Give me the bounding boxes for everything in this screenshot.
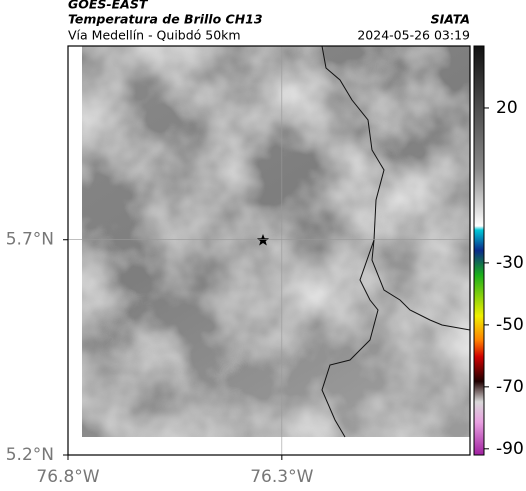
title: GOES-EAST (68, 0, 149, 12)
y-tick-label: 5.7°N (6, 230, 54, 250)
colorbar-tick-label: -50 (496, 315, 524, 335)
route: Vía Medellín - Quibdó 50km (68, 28, 241, 43)
colorbar-tick-label: 20 (496, 98, 518, 118)
satellite-image (82, 46, 470, 437)
border-line (321, 45, 471, 331)
border-line (321, 239, 379, 438)
source: SIATA (431, 12, 470, 27)
colorbar-tick-label: -30 (496, 253, 524, 273)
colorbar-tick-label: -70 (496, 377, 524, 397)
colorbar-tick-label: -90 (496, 439, 524, 459)
datetime: 2024-05-26 03:19 (357, 28, 470, 43)
colorbar (473, 45, 485, 456)
map-frame (67, 45, 471, 456)
axes: 76.8°W 76.3°W 5.2°N 5.7°N 20 -30 -50 -70 -90 (6, 46, 524, 487)
x-tick-label: 76.8°W (36, 467, 99, 487)
x-tick-label: 76.3°W (250, 467, 313, 487)
subtitle: Temperatura de Brillo CH13 (68, 12, 263, 27)
y-tick-label: 5.2°N (6, 445, 54, 465)
